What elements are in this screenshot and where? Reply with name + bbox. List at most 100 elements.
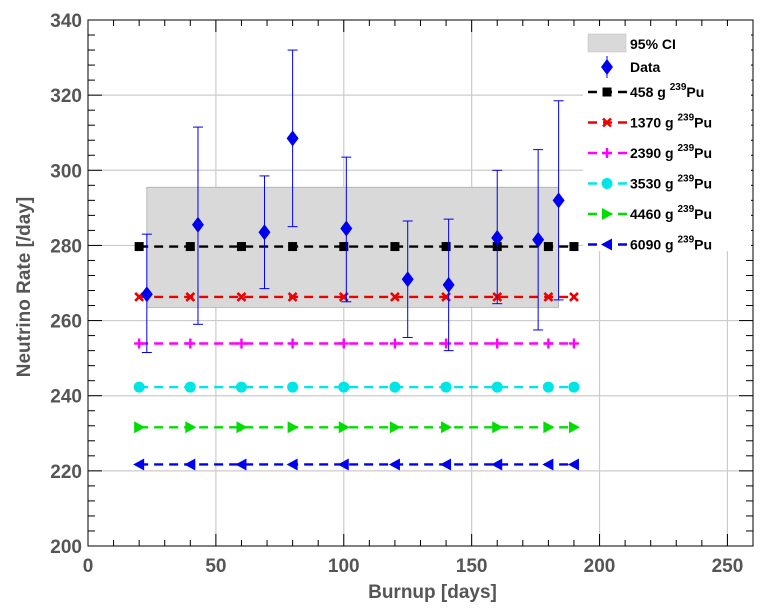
- series-point: [236, 421, 248, 434]
- series-point: [389, 421, 401, 434]
- series-point: [492, 338, 503, 349]
- series-point: [338, 381, 350, 393]
- series-point: [185, 338, 196, 349]
- series-point: [388, 458, 400, 471]
- legend-series-label: 3530 g 239Pu: [630, 174, 712, 192]
- data-point: [491, 229, 504, 246]
- legend-series-isotope-mass-number: 239: [677, 204, 694, 215]
- data-point: [340, 220, 353, 237]
- series-point: [134, 242, 144, 252]
- model-series-layer: [133, 242, 580, 471]
- legend-series-isotope-mass-number: 239: [677, 113, 694, 124]
- legend-series-marker: [602, 117, 612, 128]
- series-point: [185, 421, 197, 434]
- series-point: [567, 458, 579, 471]
- series-point: [389, 338, 400, 349]
- series-point: [133, 381, 145, 393]
- series-3: [134, 338, 579, 349]
- series-point: [184, 381, 196, 393]
- x-axis-title: Burnup [days]: [368, 582, 497, 603]
- legend-series-label: 6090 g 239Pu: [630, 235, 712, 253]
- legend-series-marker: [602, 148, 612, 158]
- series-point: [440, 381, 452, 393]
- x-tick-label: 0: [83, 556, 94, 577]
- series-point: [236, 242, 246, 252]
- data-point: [258, 224, 271, 241]
- x-tick-label: 150: [456, 556, 488, 577]
- series-point: [389, 381, 401, 393]
- series-point: [543, 421, 555, 434]
- legend-series-label: 458 g 239Pu: [630, 82, 704, 100]
- legend-series-element: Pu: [694, 206, 712, 222]
- x-tick-label: 100: [328, 556, 360, 577]
- tick-labels: 0 50 100 150 200 250 200 220 240 260 280 300 320 340: [50, 11, 743, 577]
- series-point: [569, 242, 579, 252]
- series-point: [440, 458, 452, 471]
- series-point: [569, 291, 579, 302]
- series-point: [133, 458, 145, 471]
- data-point-group: [140, 233, 153, 354]
- series-point: [542, 381, 554, 393]
- series-point: [543, 291, 554, 302]
- legend-ci-label: 95% CI: [630, 36, 676, 52]
- legend-series-mass: 2390 g: [630, 145, 677, 161]
- data-point: [286, 130, 299, 147]
- series-point-stroke: [287, 291, 298, 302]
- legend-ci-swatch: [587, 33, 627, 53]
- data-point-group: [442, 218, 455, 352]
- y-tick-label: 280: [50, 236, 82, 257]
- series-point: [185, 242, 195, 252]
- y-axis-title: Neutrino Rate [/day]: [14, 197, 35, 378]
- series-point-stroke: [236, 291, 247, 302]
- series-point: [236, 291, 247, 302]
- legend-series-isotope-mass-number: 239: [677, 235, 694, 246]
- data-point: [191, 216, 204, 233]
- series-point: [287, 291, 298, 302]
- legend-series-marker: [601, 238, 612, 251]
- legend-series-element: Pu: [686, 84, 704, 100]
- series-point: [337, 458, 349, 471]
- data-point: [401, 271, 414, 288]
- series-point-stroke: [185, 291, 196, 302]
- series-point: [568, 381, 580, 393]
- x-tick-label: 50: [205, 556, 226, 577]
- series-point: [287, 338, 298, 349]
- y-tick-label: 200: [50, 537, 82, 558]
- data-point-group: [340, 156, 353, 303]
- y-tick-label: 340: [50, 11, 82, 32]
- series-point: [134, 338, 145, 349]
- data-point-group: [401, 220, 414, 338]
- series-point: [339, 242, 349, 252]
- series-4: [133, 381, 580, 393]
- legend-series-element: Pu: [694, 145, 712, 161]
- y-tick-label: 240: [50, 387, 82, 408]
- y-tick-label: 320: [50, 86, 82, 107]
- y-tick-label: 260: [50, 312, 82, 333]
- series-point: [543, 242, 553, 252]
- data-point-group: [286, 49, 299, 228]
- series-6: [133, 458, 579, 471]
- legend-series-mass: 3530 g: [630, 176, 677, 192]
- series-point: [568, 338, 579, 349]
- series-point: [390, 242, 400, 252]
- series-point-stroke: [569, 291, 579, 302]
- legend-series-marker: [601, 178, 613, 189]
- data-point-group: [552, 100, 565, 301]
- data-point: [532, 231, 545, 248]
- legend-series-label: 1370 g 239Pu: [630, 113, 712, 131]
- series-point: [441, 421, 453, 434]
- series-point: [491, 458, 503, 471]
- legend-series-mass: 458 g: [630, 84, 670, 100]
- legend-series-element: Pu: [694, 176, 712, 192]
- legend-data-label: Data: [630, 59, 661, 75]
- legend-data-marker: [601, 59, 613, 75]
- series-point: [338, 421, 350, 434]
- data-point: [552, 192, 565, 209]
- series-point: [184, 458, 196, 471]
- x-tick-label: 200: [584, 556, 616, 577]
- series-point: [568, 421, 580, 434]
- y-tick-label: 220: [50, 462, 82, 483]
- x-tick-label: 250: [712, 556, 744, 577]
- data-point-group: [532, 149, 545, 331]
